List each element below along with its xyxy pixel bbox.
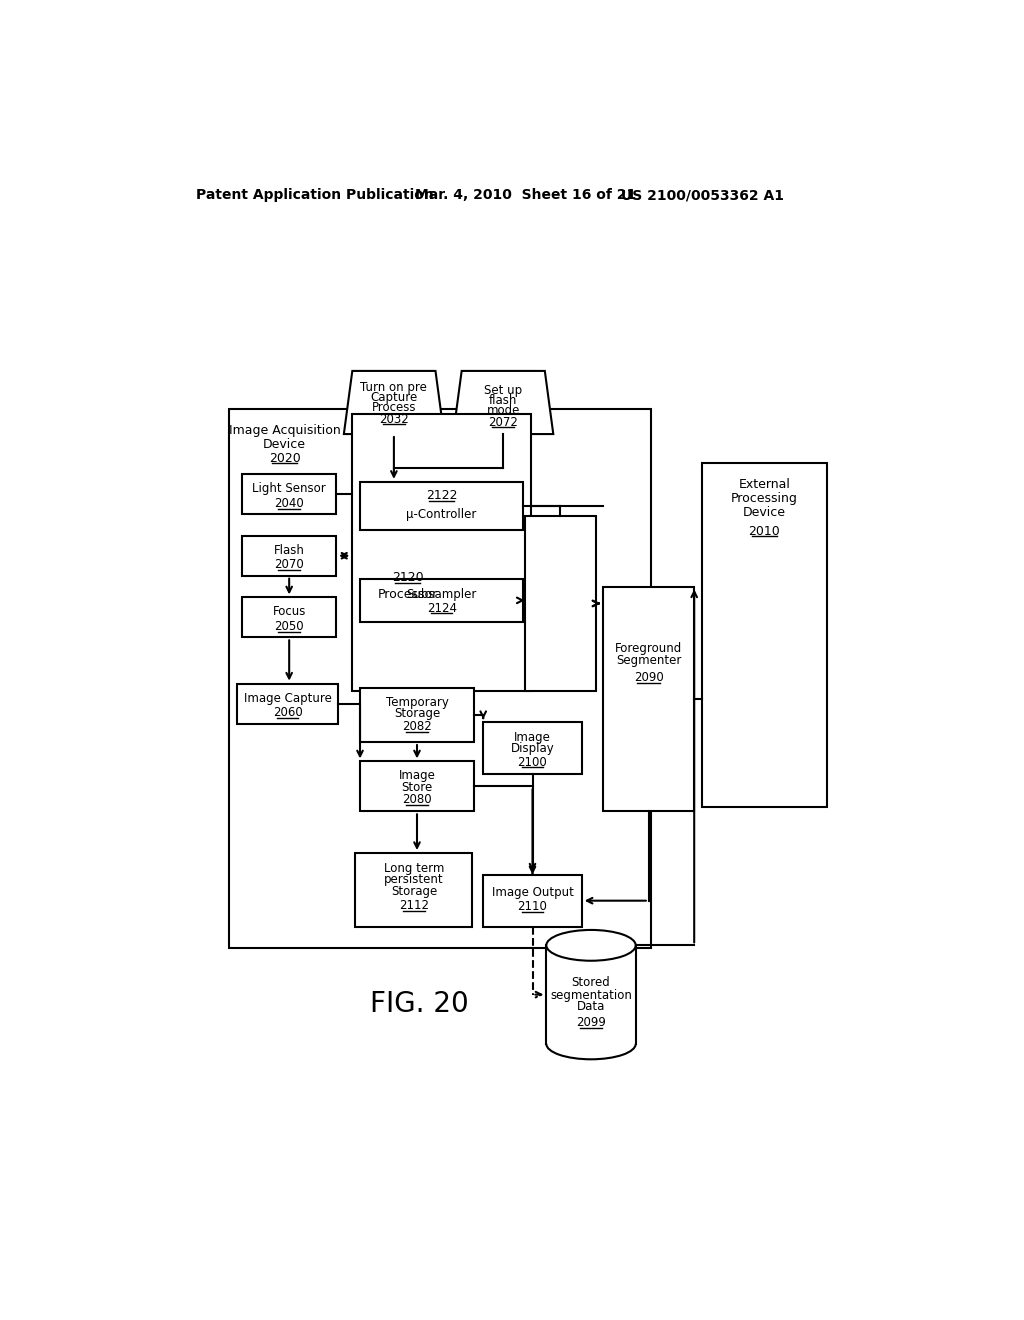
Text: Long term: Long term [384, 862, 444, 875]
Text: Flash: Flash [273, 544, 304, 557]
Text: 2070: 2070 [274, 558, 304, 572]
Text: Image Capture: Image Capture [244, 692, 332, 705]
Text: segmentation: segmentation [550, 989, 632, 1002]
Text: 2032: 2032 [379, 413, 409, 426]
Text: 2112: 2112 [399, 899, 429, 912]
Polygon shape [454, 371, 553, 434]
Bar [524, 516, 596, 692]
Text: persistent: persistent [384, 874, 443, 887]
Text: Storage: Storage [394, 708, 440, 721]
Text: Stored: Stored [571, 975, 610, 989]
Text: Device: Device [742, 506, 785, 519]
Text: 2060: 2060 [272, 706, 302, 719]
Bar [243, 598, 336, 638]
Text: mode: mode [486, 404, 520, 417]
Text: US 2100/0053362 A1: US 2100/0053362 A1 [621, 189, 784, 202]
Text: 2050: 2050 [274, 620, 304, 634]
Text: Subsampler: Subsampler [407, 587, 477, 601]
Text: Foreground: Foreground [615, 642, 682, 655]
Text: flash: flash [489, 393, 517, 407]
Bar [243, 536, 336, 576]
Bar [360, 578, 523, 622]
Bar [360, 762, 474, 812]
Text: Capture: Capture [371, 391, 418, 404]
Text: 2110: 2110 [517, 900, 548, 913]
Text: 2082: 2082 [402, 721, 432, 733]
Bar [483, 722, 582, 775]
Bar [352, 414, 531, 692]
Text: Store: Store [401, 781, 432, 795]
Bar [229, 409, 651, 948]
Text: Focus: Focus [272, 606, 306, 619]
Polygon shape [344, 371, 444, 434]
Text: External: External [738, 478, 791, 491]
Text: Image Acquisition: Image Acquisition [228, 424, 340, 437]
Text: Temporary: Temporary [386, 696, 449, 709]
Text: Turn on pre: Turn on pre [360, 380, 427, 393]
Bar [701, 463, 826, 807]
Text: Storage: Storage [391, 884, 437, 898]
Text: FIG. 20: FIG. 20 [370, 990, 469, 1018]
Bar [360, 688, 474, 742]
Text: Data: Data [577, 1001, 605, 1014]
Bar [355, 853, 472, 927]
Ellipse shape [547, 929, 636, 961]
Text: 2120: 2120 [392, 570, 424, 583]
Text: 2124: 2124 [427, 602, 457, 615]
Text: Processor: Processor [378, 587, 438, 601]
Text: 2099: 2099 [577, 1016, 606, 1028]
Text: Patent Application Publication: Patent Application Publication [196, 189, 434, 202]
Text: Image: Image [398, 770, 435, 783]
Text: μ-Controller: μ-Controller [407, 508, 477, 520]
Text: Processing: Processing [731, 492, 798, 506]
Text: Mar. 4, 2010  Sheet 16 of 21: Mar. 4, 2010 Sheet 16 of 21 [416, 189, 637, 202]
Bar [360, 482, 523, 529]
Text: 2080: 2080 [402, 793, 432, 807]
Text: 2020: 2020 [268, 453, 300, 465]
Bar [603, 586, 694, 812]
Text: 2072: 2072 [488, 416, 518, 429]
Bar [547, 945, 636, 1044]
Text: Light Sensor: Light Sensor [252, 482, 326, 495]
Text: Image: Image [514, 731, 551, 744]
Text: Device: Device [263, 437, 306, 450]
Text: Process: Process [372, 400, 416, 413]
Text: 2100: 2100 [517, 755, 548, 768]
Text: 2040: 2040 [274, 496, 304, 510]
Bar [483, 874, 582, 927]
Text: Set up: Set up [484, 384, 522, 397]
Bar [237, 684, 339, 723]
Bar [243, 474, 336, 515]
Text: 2122: 2122 [426, 490, 458, 502]
Text: 2010: 2010 [749, 524, 780, 537]
Text: Image Output: Image Output [492, 887, 573, 899]
Text: Segmenter: Segmenter [616, 653, 681, 667]
Text: Display: Display [511, 742, 554, 755]
Text: 2090: 2090 [634, 671, 664, 684]
